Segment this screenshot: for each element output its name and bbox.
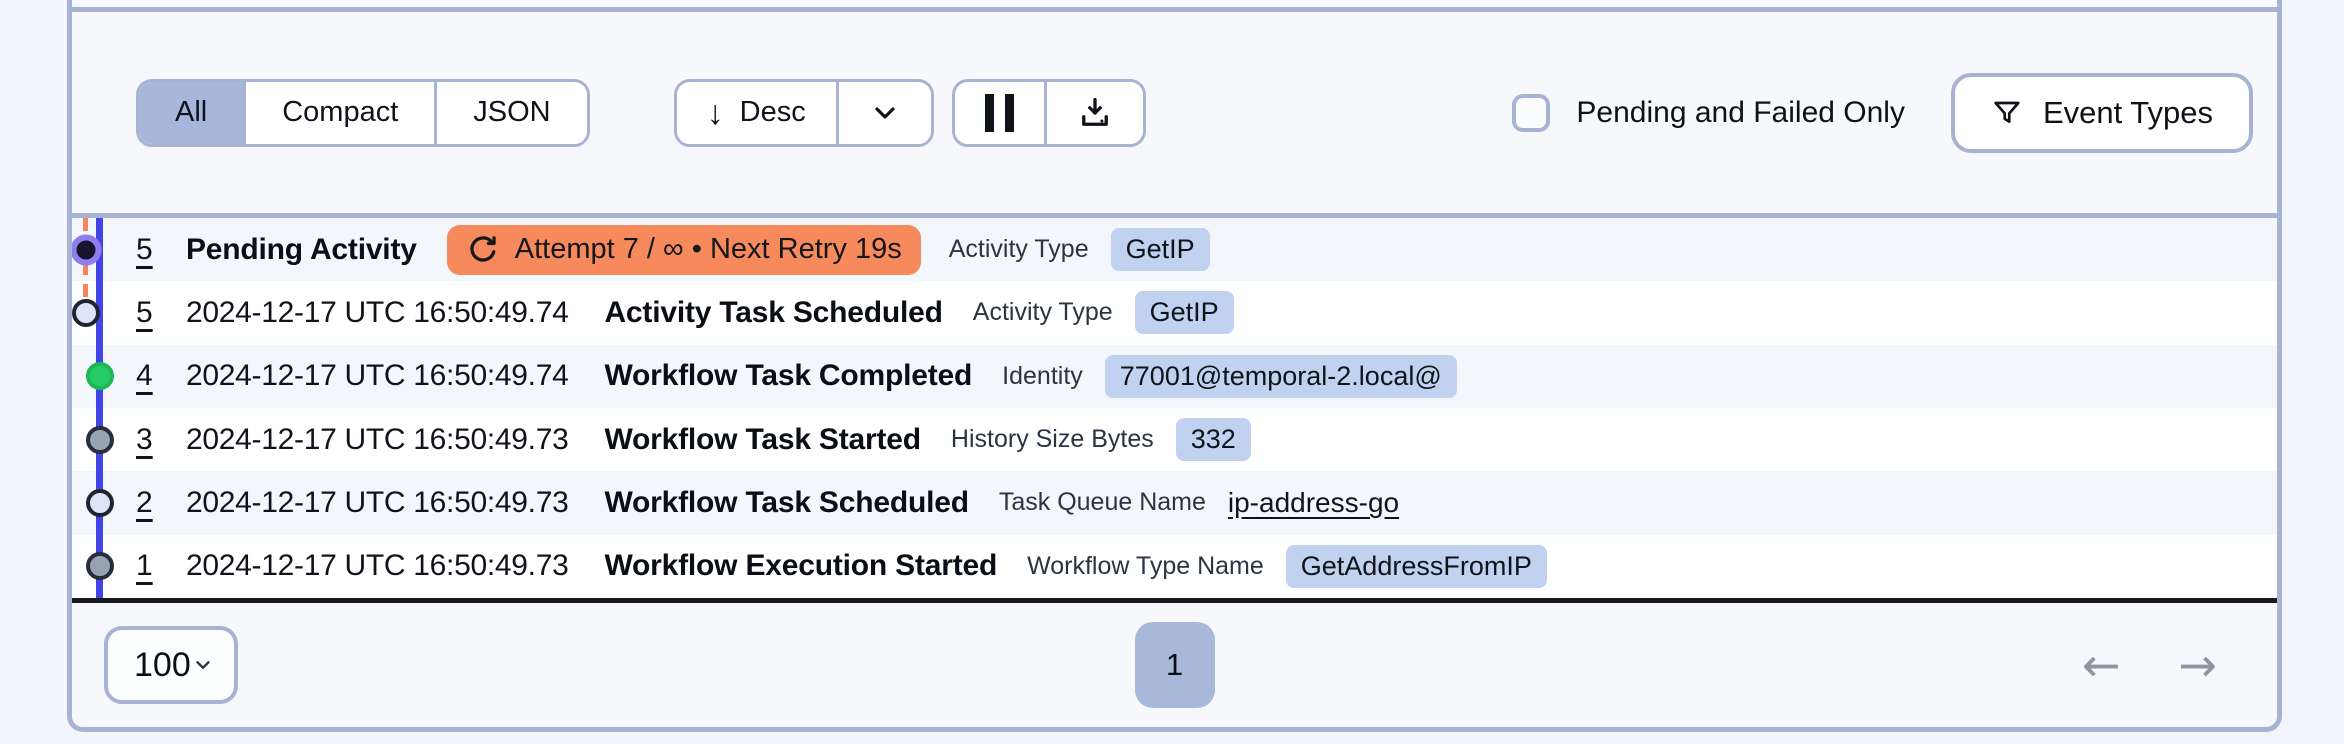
download-icon bbox=[1081, 97, 1108, 126]
attribute-label: Task Queue Name bbox=[998, 488, 1206, 517]
sort-options-dropdown-button[interactable] bbox=[835, 81, 931, 144]
timeline-marker bbox=[72, 234, 102, 266]
event-id-link[interactable]: 4 bbox=[136, 359, 153, 393]
table-bottom-divider bbox=[72, 598, 2277, 603]
event-timestamp: 2024-12-17 UTC 16:50:49.73 bbox=[186, 422, 569, 456]
pause-icon bbox=[984, 93, 1014, 132]
event-id-link[interactable]: 5 bbox=[136, 295, 153, 329]
tab-all[interactable]: All bbox=[139, 81, 244, 144]
event-row[interactable]: 5 Pending Activity Attempt 7 / ∞ • Next … bbox=[72, 218, 2277, 282]
event-title: Workflow Task Scheduled bbox=[604, 485, 969, 519]
event-timestamp: 2024-12-17 UTC 16:50:49.74 bbox=[186, 295, 569, 329]
event-title: Pending Activity bbox=[186, 232, 417, 266]
attribute-value: GetAddressFromIP bbox=[1285, 544, 1547, 588]
attribute-value: 332 bbox=[1175, 418, 1251, 462]
page-size-select[interactable]: 100 bbox=[104, 626, 238, 704]
pending-failed-label: Pending and Failed Only bbox=[1576, 95, 1905, 129]
pause-button[interactable] bbox=[954, 81, 1044, 144]
chevron-down-icon bbox=[875, 106, 895, 119]
event-id-link[interactable]: 3 bbox=[136, 422, 153, 456]
sort-label: Desc bbox=[739, 96, 806, 128]
panel-top-strip bbox=[72, 0, 2277, 12]
playback-download-control bbox=[951, 78, 1146, 147]
attribute-label: Workflow Type Name bbox=[1027, 551, 1264, 580]
arrow-down-icon: ↓ bbox=[706, 93, 724, 132]
previous-page-button[interactable]: ← bbox=[2081, 638, 2121, 692]
event-title: Workflow Execution Started bbox=[604, 549, 998, 583]
attribute-label: Activity Type bbox=[948, 235, 1089, 264]
attribute-value: 77001@temporal-2.local@ bbox=[1104, 354, 1457, 398]
attribute-value[interactable]: ip-address-go bbox=[1227, 486, 1400, 518]
pending-failed-checkbox[interactable] bbox=[1512, 93, 1551, 132]
page-size-value: 100 bbox=[134, 645, 191, 684]
timeline-marker bbox=[86, 552, 114, 581]
pending-retry-badge: Attempt 7 / ∞ • Next Retry 19s bbox=[446, 224, 921, 275]
retry-icon bbox=[470, 235, 496, 262]
pending-retry-dashed-line bbox=[83, 218, 88, 314]
timeline-line bbox=[96, 218, 103, 598]
timeline-marker bbox=[72, 298, 100, 327]
view-mode-segmented-control: All Compact JSON bbox=[136, 78, 590, 147]
download-button[interactable] bbox=[1043, 81, 1143, 144]
event-history-table: 5 Pending Activity Attempt 7 / ∞ • Next … bbox=[72, 218, 2277, 598]
event-row[interactable]: 1 2024-12-17 UTC 16:50:49.73 Workflow Ex… bbox=[72, 534, 2277, 598]
event-history-panel: All Compact JSON ↓ Desc bbox=[67, 0, 2282, 732]
timeline-marker bbox=[86, 488, 114, 517]
attribute-value: GetIP bbox=[1134, 291, 1234, 335]
tab-compact[interactable]: Compact bbox=[243, 81, 435, 144]
event-types-filter-button[interactable]: Event Types bbox=[1950, 72, 2253, 153]
sort-desc-button[interactable]: ↓ Desc bbox=[676, 81, 836, 144]
timeline-marker bbox=[86, 362, 114, 391]
event-row[interactable]: 5 2024-12-17 UTC 16:50:49.74 Activity Ta… bbox=[72, 281, 2277, 345]
event-timestamp: 2024-12-17 UTC 16:50:49.74 bbox=[186, 359, 569, 393]
attribute-label: Identity bbox=[1002, 361, 1083, 390]
event-id-link[interactable]: 2 bbox=[136, 485, 153, 519]
attribute-label: Activity Type bbox=[972, 298, 1113, 327]
pagination-footer: 100 1 ← → bbox=[72, 603, 2277, 727]
event-id-link[interactable]: 5 bbox=[136, 232, 153, 266]
event-title: Activity Task Scheduled bbox=[604, 295, 943, 329]
tab-json[interactable]: JSON bbox=[434, 81, 587, 144]
event-title: Workflow Task Started bbox=[604, 422, 921, 456]
event-id-link[interactable]: 1 bbox=[136, 549, 153, 583]
attribute-value: GetIP bbox=[1110, 228, 1210, 272]
event-row[interactable]: 2 2024-12-17 UTC 16:50:49.73 Workflow Ta… bbox=[72, 471, 2277, 535]
event-title: Workflow Task Completed bbox=[604, 359, 973, 393]
event-timestamp: 2024-12-17 UTC 16:50:49.73 bbox=[186, 549, 569, 583]
event-history-toolbar: All Compact JSON ↓ Desc bbox=[72, 12, 2277, 218]
page-1-button[interactable]: 1 bbox=[1134, 622, 1215, 708]
sort-control: ↓ Desc bbox=[673, 78, 934, 147]
next-page-button[interactable]: → bbox=[2178, 638, 2217, 692]
event-row[interactable]: 3 2024-12-17 UTC 16:50:49.73 Workflow Ta… bbox=[72, 407, 2277, 472]
timeline-marker bbox=[86, 425, 114, 454]
chevron-down-icon bbox=[196, 661, 210, 669]
event-timestamp: 2024-12-17 UTC 16:50:49.73 bbox=[186, 485, 569, 519]
filter-funnel-icon bbox=[1994, 101, 2020, 123]
pager-arrows: ← → bbox=[2082, 642, 2217, 688]
pending-failed-filter[interactable]: Pending and Failed Only bbox=[1512, 93, 1905, 132]
attribute-label: History Size Bytes bbox=[950, 425, 1154, 454]
retry-badge-text: Attempt 7 / ∞ • Next Retry 19s bbox=[514, 233, 902, 266]
event-types-label: Event Types bbox=[2042, 94, 2213, 130]
event-row[interactable]: 4 2024-12-17 UTC 16:50:49.74 Workflow Ta… bbox=[72, 344, 2277, 408]
